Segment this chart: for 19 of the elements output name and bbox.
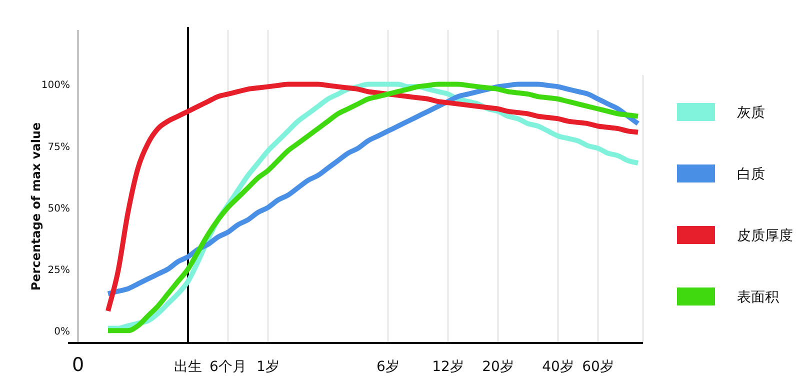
x-tick-label: 12岁 [432,359,464,375]
x-tick-label: 20岁 [482,359,514,375]
legend-label: 白质 [737,166,765,182]
x-tick-label: 60岁 [582,359,614,375]
x-tick-label: 6岁 [376,359,400,375]
x-tick-label: 出生 [174,359,202,375]
x-tick-label: 0 [72,354,84,376]
legend-label: 皮质厚度 [737,228,793,244]
y-tick-label: 0% [54,326,70,338]
legend-label: 表面积 [737,290,779,306]
legend-label: 灰质 [737,105,765,121]
x-tick-label: 6个月 [210,359,246,375]
y-tick-label: 75% [48,142,70,153]
x-tick-label: 1岁 [256,359,280,375]
y-tick-label: 100% [41,80,70,92]
y-tick-label: 50% [48,203,70,214]
x-tick-label: 40岁 [542,359,574,375]
y-axis-title: Percentage of max value [29,122,43,291]
y-tick-label: 25% [48,265,70,276]
